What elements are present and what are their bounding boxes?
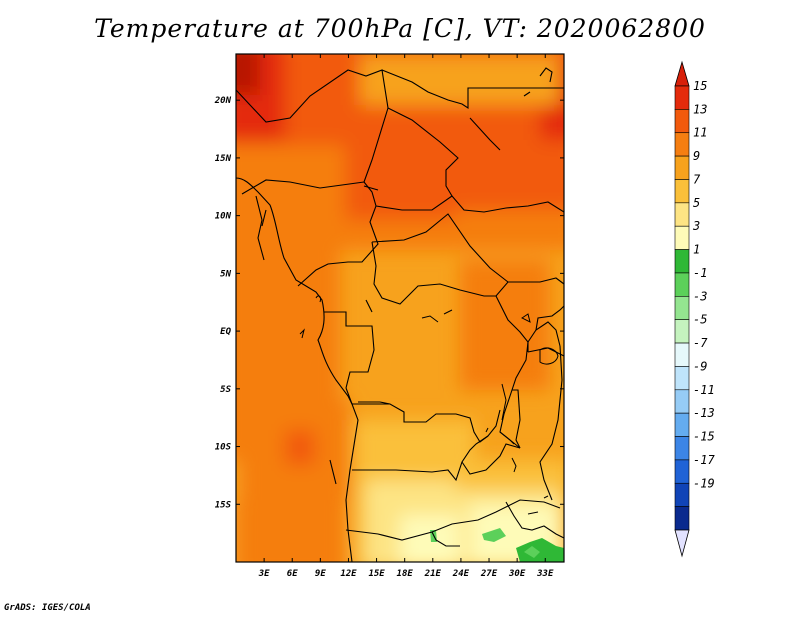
water-bodies <box>299 295 559 515</box>
colorbar-swatch <box>674 179 690 204</box>
colorbar-label: -11 <box>693 383 715 397</box>
colorbar-swatch <box>674 225 690 250</box>
axis-tick-labels: 3E 6E 9E 12E 15E 18E 21E 24E 27E 30E 33E 20N 15N 10N 5… <box>214 96 554 579</box>
y-tick-label: 5N <box>220 269 231 279</box>
colorbar-swatch <box>674 202 690 227</box>
colorbar-label: -17 <box>693 453 715 467</box>
colorbar-swatch <box>674 389 690 414</box>
y-tick-label: 15N <box>215 154 232 164</box>
colorbar-swatch <box>674 436 690 461</box>
colorbar-label: 5 <box>693 196 700 210</box>
colorbar-swatch <box>674 272 690 297</box>
x-tick-label: 21E <box>424 569 442 579</box>
colorbar-swatch <box>674 319 690 344</box>
footer-credit: GrADS: IGES/COLA <box>4 603 91 613</box>
colorbar-swatch <box>674 342 690 367</box>
colorbar-label: 11 <box>693 126 707 140</box>
x-tick-label: 3E <box>258 569 270 579</box>
colorbar-label: 7 <box>693 172 701 186</box>
x-tick-label: 12E <box>340 569 357 579</box>
colorbar-label: -13 <box>693 406 715 420</box>
colorbar-label: 3 <box>692 219 700 233</box>
map-frame <box>235 53 565 563</box>
x-tick-label: 27E <box>480 569 498 579</box>
colorbar <box>674 60 690 558</box>
colorbar-label: -1 <box>693 266 707 280</box>
colorbar-label: 15 <box>693 79 707 93</box>
colorbar-label: -7 <box>693 336 708 350</box>
colorbar-label: -9 <box>693 359 707 373</box>
colorbar-label: -19 <box>693 476 715 490</box>
colorbar-label: -15 <box>693 430 715 444</box>
axis-ticks <box>236 54 564 562</box>
y-tick-label: 5S <box>220 385 231 395</box>
map-title: Temperature at 700hPa [C], VT: 202006280… <box>94 14 706 43</box>
x-tick-label: 24E <box>452 569 470 579</box>
country-borders <box>236 67 564 562</box>
y-tick-label: 10S <box>215 443 232 453</box>
colorbar-swatch <box>674 155 690 180</box>
colorbar-label: 1 <box>693 243 700 257</box>
colorbar-swatch <box>674 459 690 484</box>
y-tick-label: 10N <box>215 212 232 222</box>
colorbar-top-arrow <box>674 60 690 87</box>
colorbar-swatch <box>674 132 690 157</box>
x-tick-label: 9E <box>315 569 326 579</box>
colorbar-swatch <box>674 296 690 320</box>
colorbar-label: 9 <box>693 149 700 163</box>
colorbar-label: 13 <box>693 102 707 116</box>
colorbar-swatch <box>674 249 690 274</box>
colorbar-swatch <box>674 109 690 134</box>
colorbar-label: -3 <box>693 289 707 303</box>
colorbar-swatch <box>674 506 690 531</box>
colorbar-swatch <box>674 412 690 437</box>
x-tick-label: 33E <box>536 569 554 579</box>
x-tick-label: 15E <box>368 569 385 579</box>
y-tick-label: 20N <box>214 96 232 106</box>
colorbar-swatch <box>674 366 690 391</box>
y-tick-label: EQ <box>220 327 231 337</box>
colorbar-label: -5 <box>693 313 707 327</box>
x-tick-label: 30E <box>508 569 526 579</box>
y-tick-label: 15S <box>215 500 232 510</box>
colorbar-swatch <box>674 482 690 507</box>
x-tick-label: 6E <box>287 569 298 579</box>
x-tick-label: 18E <box>397 569 414 579</box>
colorbar-bottom-arrow <box>674 529 690 558</box>
colorbar-swatch <box>674 85 690 110</box>
temperature-field <box>236 54 564 562</box>
colorbar-labels: 15 13 11 9 7 5 3 1 -1 -3 -5 -7 -9 -11 -13 -15 -17 -19 <box>692 79 715 490</box>
